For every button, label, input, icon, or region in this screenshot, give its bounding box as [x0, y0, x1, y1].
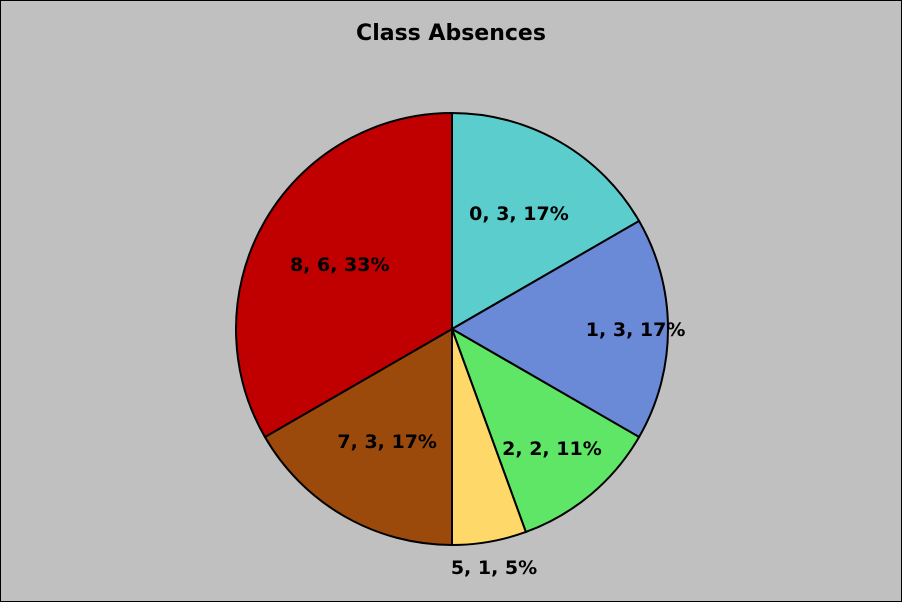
- data-label-8: 8, 6, 33%: [290, 254, 390, 276]
- pie-slice-8: [235, 111, 453, 439]
- data-label-0: 0, 3, 17%: [469, 203, 569, 225]
- data-label-1: 1, 3, 17%: [586, 319, 686, 341]
- pie-slice-7: [263, 327, 453, 547]
- data-label-7: 7, 3, 17%: [337, 431, 437, 453]
- data-label-2: 2, 2, 11%: [502, 438, 602, 460]
- pie-slice-1: [450, 219, 669, 439]
- pie-slice-0: [451, 111, 641, 331]
- chart-title: Class Absences: [356, 21, 546, 46]
- pie-slice-2: [450, 326, 641, 534]
- data-label-5: 5, 1, 5%: [451, 557, 537, 579]
